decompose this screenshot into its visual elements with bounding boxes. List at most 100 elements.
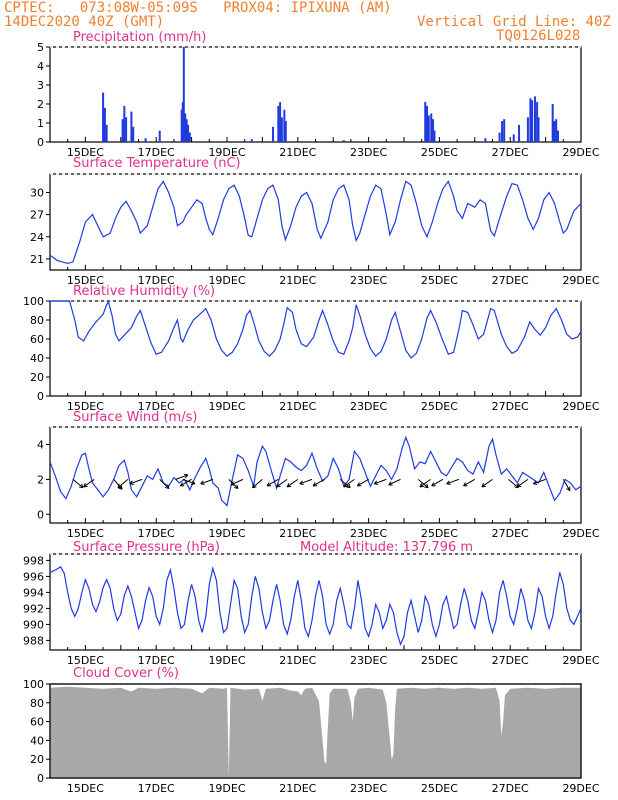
y-tick-label: 990 [23, 618, 44, 631]
x-tick-label: 25DEC [421, 527, 458, 540]
precip-bar [484, 138, 487, 142]
series-line [49, 565, 582, 647]
precip-bar [188, 132, 191, 142]
x-tick-label: 27DEC [492, 527, 529, 540]
x-tick-label: 15DEC [67, 400, 104, 413]
precip-bar [555, 119, 558, 142]
wind-arrow [72, 478, 84, 489]
wind-arrow-head [183, 473, 189, 479]
x-tick-label: 23DEC [350, 654, 387, 667]
precip-bar [181, 102, 184, 142]
wind-arrow [373, 478, 387, 485]
y-tick-label: 60 [30, 716, 44, 729]
panel-title: Surface Wind (m/s) [73, 410, 197, 425]
panel-2 [46, 173, 582, 271]
panel-4 [46, 426, 582, 524]
x-tick-label: 17DEC [138, 274, 175, 287]
panel-1 [46, 46, 582, 143]
precip-bar [279, 102, 282, 142]
x-tick-label: 19DEC [208, 782, 245, 795]
wind-arrow [299, 478, 313, 485]
header-model-code: TQ0126L028 [496, 28, 581, 44]
x-tick-label: 17DEC [138, 400, 175, 413]
x-tick-label: 29DEC [562, 146, 599, 159]
precip-bar [529, 98, 532, 142]
wind-arrow [129, 478, 143, 485]
precip-bar [272, 126, 275, 142]
precip-bar [187, 124, 190, 142]
series-line [50, 300, 582, 359]
y-tick-label: 1 [37, 117, 44, 130]
y-tick-label: 3 [37, 79, 44, 92]
precip-bar [533, 96, 536, 142]
wind-arrow-head [117, 483, 122, 489]
x-tick-label: 17DEC [138, 527, 175, 540]
wind-arrow-head [346, 483, 351, 489]
wind-arrow [276, 478, 288, 488]
x-tick-label: 27DEC [492, 274, 529, 287]
x-tick-label: 27DEC [492, 400, 529, 413]
y-tick-label: 80 [30, 697, 44, 710]
precip-bar [518, 124, 521, 142]
wind-arrow [419, 478, 431, 488]
wind-arrow-head [566, 486, 571, 492]
wind-arrow [159, 479, 170, 489]
x-tick-label: 27DEC [492, 782, 529, 795]
precip-bar [427, 115, 430, 142]
y-tick-label: 100 [23, 295, 44, 308]
wind-arrow [516, 478, 529, 488]
precip-bar [130, 111, 133, 142]
wind-arrow [481, 478, 493, 488]
precip-bar [430, 113, 433, 142]
precip-bar [556, 130, 559, 142]
panel-frame [49, 300, 582, 397]
x-tick-label: 21DEC [279, 146, 316, 159]
wind-arrow [431, 478, 444, 487]
precip-bar [503, 119, 506, 142]
precip-bar [537, 117, 540, 142]
y-tick-label: 30 [30, 186, 44, 199]
x-tick-label: 23DEC [350, 527, 387, 540]
x-tick-label: 29DEC [562, 400, 599, 413]
precip-bar [551, 104, 554, 142]
x-tick-label: 21DEC [279, 527, 316, 540]
x-tick-label: 19DEC [208, 527, 245, 540]
x-tick-label: 17DEC [138, 146, 175, 159]
y-tick-label: 100 [23, 678, 44, 691]
x-tick-label: 25DEC [421, 782, 458, 795]
y-tick-label: 21 [30, 253, 44, 266]
y-tick-label: 20 [30, 371, 44, 384]
x-tick-label: 17DEC [138, 654, 175, 667]
wind-arrow [180, 478, 192, 487]
wind-arrow [312, 478, 325, 487]
y-tick-label: 0 [37, 772, 44, 785]
y-tick-label: 2 [37, 473, 44, 486]
panel-frame [49, 553, 582, 651]
precip-bar [498, 132, 501, 142]
precip-bar [125, 117, 128, 142]
precip-bar [512, 134, 515, 142]
panel-5 [46, 553, 582, 651]
x-tick-label: 21DEC [279, 274, 316, 287]
precip-bar [426, 105, 429, 142]
precip-bar [283, 109, 286, 142]
panel-frame [49, 426, 582, 524]
wind-arrow [343, 478, 355, 488]
wind-arrow-head [463, 482, 468, 487]
wind-arrow-head [299, 480, 304, 485]
y-tick-label: 994 [23, 586, 44, 599]
x-tick-label: 29DEC [562, 654, 599, 667]
wind-arrow-head [179, 482, 185, 487]
y-tick-label: 998 [23, 554, 44, 567]
x-tick-label: 15DEC [67, 527, 104, 540]
y-tick-label: 60 [30, 333, 44, 346]
wind-arrow [117, 478, 129, 489]
wind-arrow-head [83, 483, 88, 488]
panel-3 [46, 300, 582, 397]
x-tick-label: 15DEC [67, 146, 104, 159]
panel-title: Cloud Cover (%) [73, 666, 179, 681]
precip-bar [158, 130, 161, 142]
x-tick-label: 29DEC [562, 527, 599, 540]
precip-bar [531, 100, 534, 142]
